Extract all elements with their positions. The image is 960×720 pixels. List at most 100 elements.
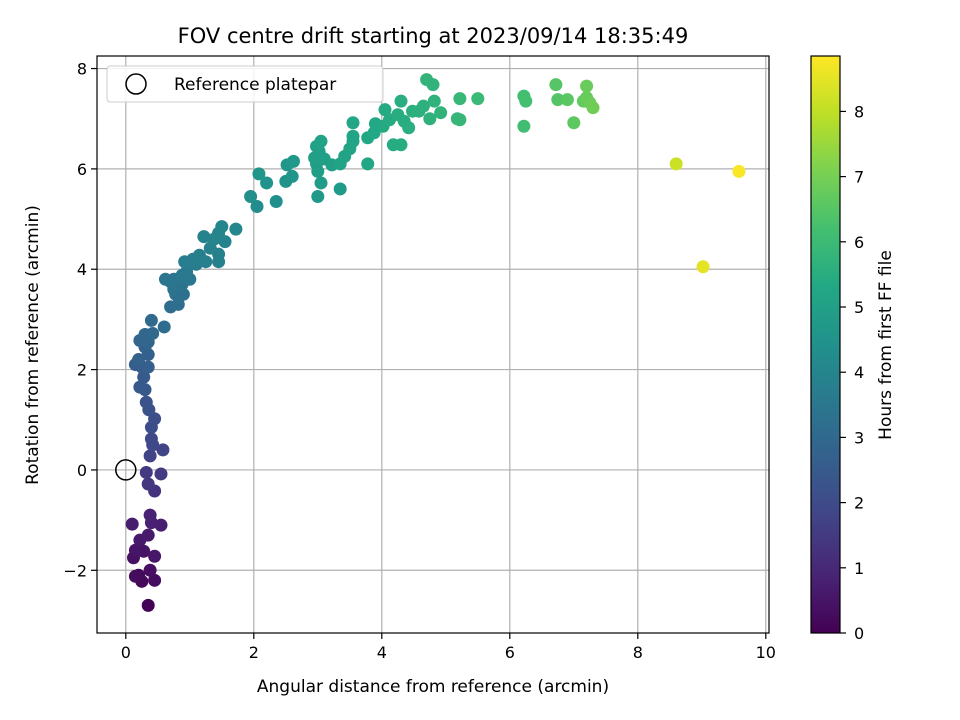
data-point-71 bbox=[269, 195, 283, 209]
data-point-5 bbox=[143, 563, 157, 577]
data-points bbox=[125, 73, 746, 612]
colorbar-tick-label-2: 2 bbox=[854, 494, 864, 513]
data-point-122 bbox=[519, 94, 533, 108]
data-point-74 bbox=[285, 169, 299, 183]
y-tick-label-1: 0 bbox=[77, 461, 87, 480]
x-tick-label-1: 2 bbox=[249, 643, 259, 662]
data-point-107 bbox=[394, 94, 408, 108]
data-point-19 bbox=[154, 467, 168, 481]
data-point-72 bbox=[260, 176, 274, 190]
data-point-124 bbox=[549, 78, 563, 92]
colorbar-tick-label-8: 8 bbox=[854, 102, 864, 121]
data-point-42 bbox=[157, 320, 171, 334]
data-point-78 bbox=[311, 189, 325, 203]
data-point-17 bbox=[141, 477, 155, 491]
data-point-23 bbox=[144, 432, 158, 446]
data-point-66 bbox=[207, 232, 221, 246]
legend-marker-open-circle bbox=[125, 73, 147, 95]
y-axis-label: Rotation from reference (arcmin) bbox=[23, 205, 43, 485]
x-axis-ticks: 0 2 4 6 8 10 bbox=[121, 633, 776, 662]
colorbar-label: Hours from first FF file bbox=[876, 250, 896, 440]
y-tick-label-0: −2 bbox=[63, 561, 87, 580]
data-point-80 bbox=[314, 176, 328, 190]
data-point-46 bbox=[176, 287, 190, 301]
data-point-3 bbox=[128, 569, 142, 583]
data-point-29 bbox=[133, 380, 147, 394]
x-tick-label-4: 8 bbox=[633, 643, 643, 662]
x-tick-label-0: 0 bbox=[121, 643, 131, 662]
grid-lines bbox=[97, 56, 769, 633]
y-tick-label-3: 4 bbox=[77, 260, 87, 279]
data-point-103 bbox=[394, 138, 408, 152]
data-point-4 bbox=[148, 573, 162, 587]
data-point-79 bbox=[333, 182, 347, 196]
data-point-113 bbox=[434, 106, 448, 120]
data-point-20 bbox=[143, 449, 157, 463]
data-point-54 bbox=[180, 265, 194, 279]
data-point-15 bbox=[143, 508, 157, 522]
reference-platepar-marker bbox=[115, 459, 137, 481]
colorbar-tick-label-0: 0 bbox=[854, 624, 864, 643]
x-axis-label: Angular distance from reference (arcmin) bbox=[257, 677, 609, 697]
data-point-120 bbox=[517, 119, 531, 133]
x-tick-label-2: 4 bbox=[377, 643, 387, 662]
data-point-41 bbox=[144, 313, 158, 327]
data-point-75 bbox=[252, 167, 266, 181]
data-point-30 bbox=[137, 370, 151, 384]
data-point-59 bbox=[192, 248, 206, 262]
y-tick-label-2: 2 bbox=[77, 361, 87, 380]
legend-box bbox=[106, 65, 384, 103]
data-point-119 bbox=[471, 92, 485, 106]
data-point-125 bbox=[560, 93, 574, 107]
data-point-115 bbox=[420, 73, 434, 87]
data-point-44 bbox=[171, 297, 185, 311]
data-point-40 bbox=[146, 326, 160, 340]
data-point-8 bbox=[128, 543, 142, 557]
data-point-133 bbox=[696, 260, 710, 274]
data-point-126 bbox=[567, 116, 581, 130]
data-point-64 bbox=[197, 230, 211, 244]
colorbar-tick-label-5: 5 bbox=[854, 298, 864, 317]
data-point-12 bbox=[125, 517, 139, 531]
colorbar-ticks: 0 1 2 3 4 5 6 7 8 bbox=[840, 102, 864, 643]
data-point-95 bbox=[361, 157, 375, 171]
plot-frame bbox=[96, 55, 770, 634]
data-point-106 bbox=[402, 121, 416, 135]
reference-marker bbox=[115, 459, 137, 481]
colorbar-tick-label-3: 3 bbox=[854, 428, 864, 447]
legend-label: Reference platepar bbox=[174, 75, 336, 95]
data-point-67 bbox=[215, 220, 229, 234]
chart-title: FOV centre drift starting at 2023/09/14 … bbox=[178, 24, 689, 48]
data-point-77 bbox=[286, 154, 300, 168]
data-point-9 bbox=[148, 549, 162, 563]
data-point-18 bbox=[139, 465, 153, 479]
colorbar-frame bbox=[810, 55, 841, 634]
data-point-0 bbox=[141, 598, 155, 612]
data-point-129 bbox=[580, 79, 594, 93]
colorbar-tick-label-7: 7 bbox=[854, 168, 864, 187]
data-point-94 bbox=[346, 116, 360, 130]
colorbar-tick-label-4: 4 bbox=[854, 363, 864, 382]
data-point-111 bbox=[423, 112, 437, 126]
data-point-27 bbox=[139, 395, 153, 409]
data-point-33 bbox=[141, 360, 155, 374]
y-tick-label-4: 6 bbox=[77, 160, 87, 179]
data-point-117 bbox=[453, 113, 467, 127]
data-point-93 bbox=[346, 129, 360, 143]
data-point-110 bbox=[416, 99, 430, 113]
data-point-21 bbox=[156, 443, 170, 457]
data-point-70 bbox=[244, 189, 258, 203]
data-point-112 bbox=[427, 94, 441, 108]
colorbar-tick-label-1: 1 bbox=[854, 559, 864, 578]
y-axis-ticks: −2 0 2 4 6 8 bbox=[63, 60, 97, 580]
data-point-88 bbox=[314, 134, 328, 148]
colorbar bbox=[811, 56, 840, 633]
data-point-131 bbox=[586, 101, 600, 115]
y-tick-label-5: 8 bbox=[77, 60, 87, 79]
data-point-118 bbox=[453, 92, 467, 106]
x-tick-label-3: 6 bbox=[505, 643, 515, 662]
data-point-134 bbox=[732, 164, 746, 178]
data-point-132 bbox=[669, 157, 683, 171]
data-point-123 bbox=[551, 93, 565, 107]
